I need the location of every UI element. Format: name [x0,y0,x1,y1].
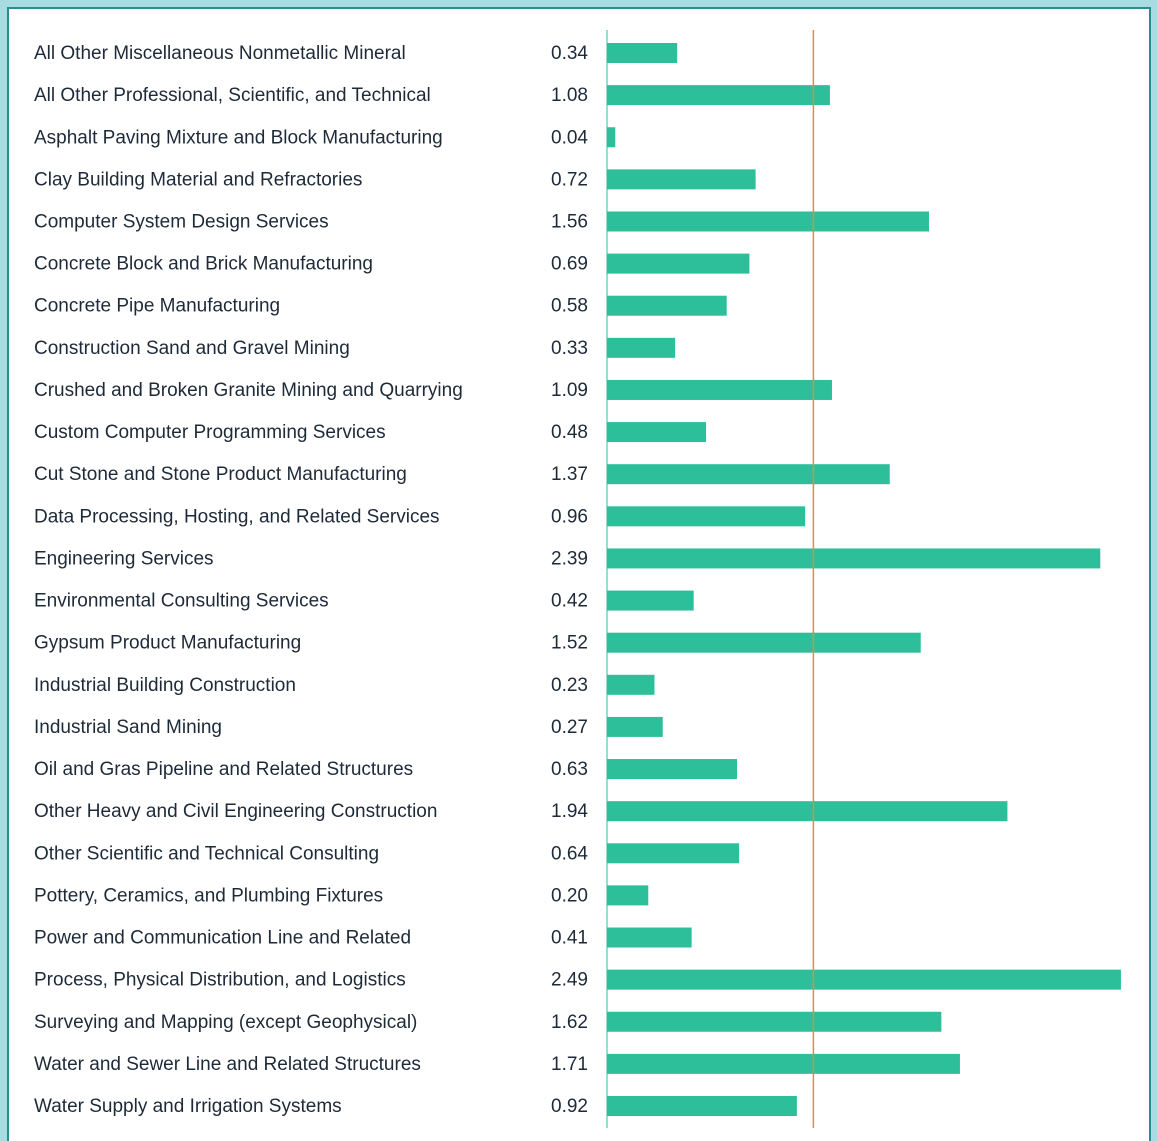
category-label: Gypsum Product Manufacturing [34,633,301,654]
bar [607,674,655,695]
bar [607,969,1121,990]
category-label: All Other Miscellaneous Nonmetallic Mine… [34,43,406,64]
value-label: 0.23 [551,675,588,696]
value-label: 0.63 [551,759,588,780]
value-label: 0.72 [551,169,588,190]
category-label: Computer System Design Services [34,211,329,232]
bar [607,801,1008,822]
category-label: Surveying and Mapping (except Geophysica… [34,1012,417,1033]
bar [607,548,1101,569]
category-label: Industrial Building Construction [34,675,296,696]
category-label: Asphalt Paving Mixture and Block Manufac… [34,127,443,148]
value-label: 0.64 [551,843,588,864]
value-label: 0.33 [551,338,588,359]
category-label: Process, Physical Distribution, and Logi… [34,970,406,991]
bar [607,43,678,63]
bar [607,885,649,906]
category-label: Other Heavy and Civil Engineering Constr… [34,801,437,822]
category-label: Concrete Pipe Manufacturing [34,296,280,317]
category-label: Other Scientific and Technical Consultin… [34,843,379,864]
bar [607,759,738,780]
value-label: 0.92 [551,1096,588,1117]
category-label: Oil and Gras Pipeline and Related Struct… [34,759,413,780]
value-label: 1.08 [551,85,588,106]
value-label: 0.20 [551,885,588,906]
value-label: 0.04 [551,127,588,148]
category-label: Construction Sand and Gravel Mining [34,338,350,359]
category-label: Custom Computer Programming Services [34,422,386,443]
panel [7,7,1151,1141]
category-label: Engineering Services [34,548,214,569]
value-label: 0.96 [551,506,588,527]
category-label: Pottery, Ceramics, and Plumbing Fixtures [34,885,383,906]
category-label: Concrete Block and Brick Manufacturing [34,254,373,275]
value-label: 0.48 [551,422,588,443]
value-label: 2.39 [551,548,588,569]
bar [607,253,750,274]
bar [607,716,663,737]
category-label: Environmental Consulting Services [34,591,329,612]
category-label: Cut Stone and Stone Product Manufacturin… [34,464,407,485]
bar [607,590,694,611]
bar [607,169,756,190]
category-label: Power and Communication Line and Related [34,928,411,949]
value-label: 2.49 [551,970,588,991]
bar [607,85,830,106]
value-label: 0.27 [551,717,588,738]
bar [607,506,806,527]
category-label: Crushed and Broken Granite Mining and Qu… [34,380,463,401]
bar [607,927,692,948]
bar [607,127,616,148]
value-label: 1.09 [551,380,588,401]
value-label: 1.94 [551,801,588,822]
category-label: All Other Professional, Scientific, and … [34,85,431,106]
category-label: Water Supply and Irrigation Systems [34,1096,342,1117]
value-label: 1.71 [551,1054,588,1075]
bar [607,211,929,232]
bar [607,422,707,443]
bar [607,464,890,485]
bar [607,295,727,316]
value-label: 1.37 [551,464,588,485]
value-label: 0.69 [551,254,588,275]
category-label: Industrial Sand Mining [34,717,222,738]
bar [607,1011,942,1032]
value-label: 1.62 [551,1012,588,1033]
bar [607,1053,960,1074]
category-label: Clay Building Material and Refractories [34,169,362,190]
value-label: 0.58 [551,296,588,317]
value-label: 0.34 [551,43,588,64]
bar [607,1096,797,1116]
bar [607,632,921,653]
bar [607,337,676,358]
value-label: 1.56 [551,211,588,232]
category-label: Data Processing, Hosting, and Related Se… [34,506,440,527]
category-label: Water and Sewer Line and Related Structu… [34,1054,421,1075]
bar [607,843,740,864]
bar [607,379,832,400]
value-label: 0.42 [551,591,588,612]
value-label: 1.52 [551,633,588,654]
value-label: 0.41 [551,928,588,949]
